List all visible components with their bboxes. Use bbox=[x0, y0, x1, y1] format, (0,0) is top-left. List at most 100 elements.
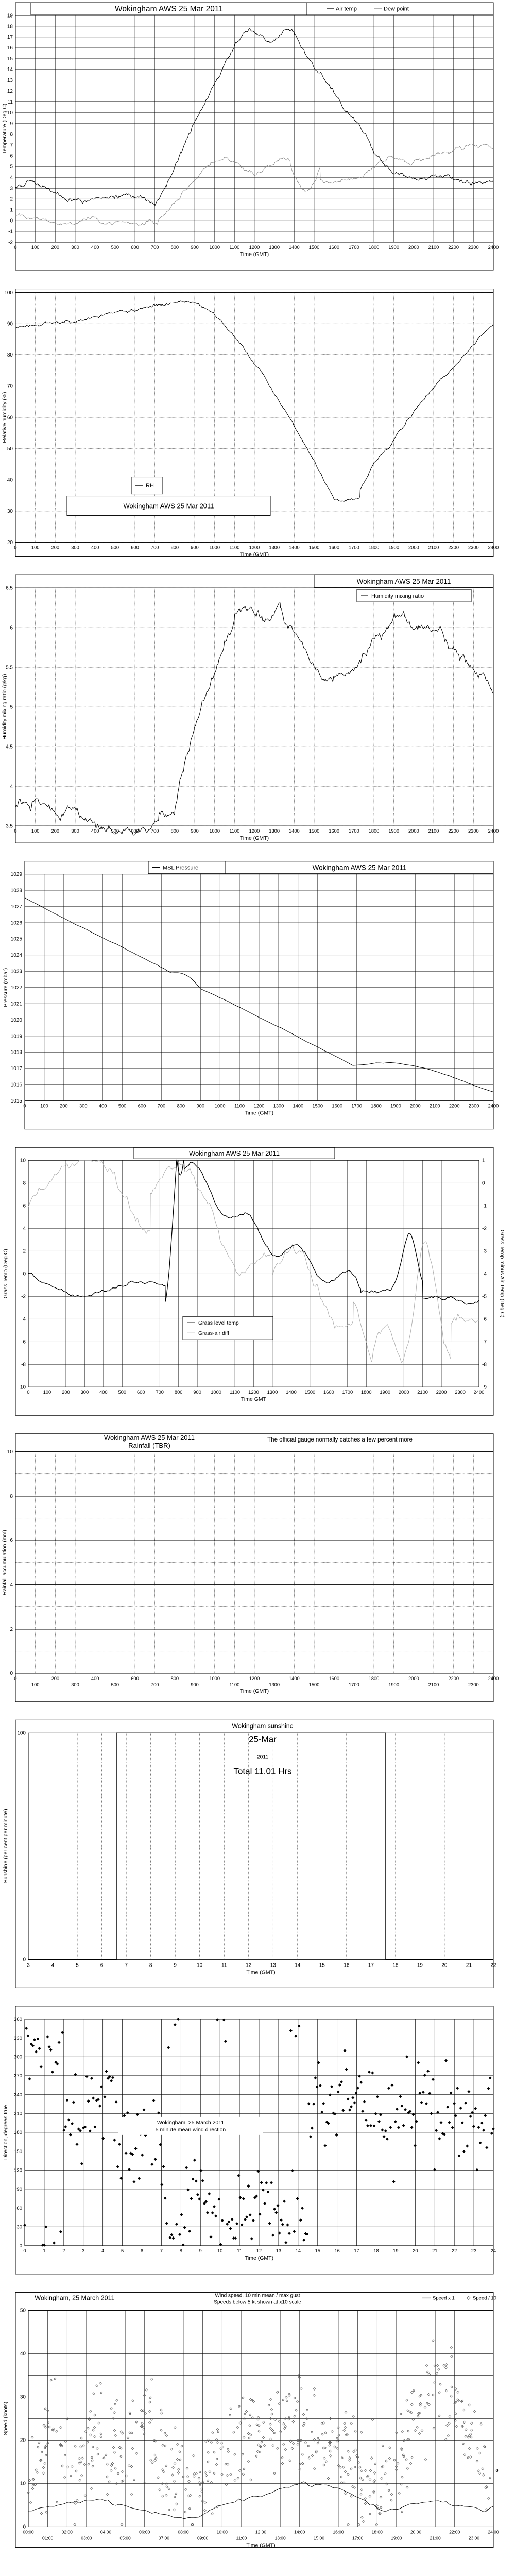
svg-text:1600: 1600 bbox=[329, 545, 339, 550]
svg-text:2: 2 bbox=[23, 1249, 26, 1255]
svg-text:8: 8 bbox=[149, 1962, 152, 1968]
svg-text:180: 180 bbox=[14, 2130, 22, 2136]
svg-text:1400: 1400 bbox=[289, 1676, 300, 1681]
svg-text:400: 400 bbox=[99, 1389, 108, 1395]
svg-text:40: 40 bbox=[20, 2351, 26, 2357]
svg-text:1300: 1300 bbox=[273, 1104, 284, 1109]
svg-text:The official gauge normally ca: The official gauge normally catches a fe… bbox=[267, 1437, 413, 1443]
svg-text:Wind speed, 10 min mean / max: Wind speed, 10 min mean / max gust bbox=[215, 2293, 300, 2298]
svg-text:18: 18 bbox=[392, 1962, 399, 1968]
svg-text:1500: 1500 bbox=[309, 245, 320, 250]
svg-text:21: 21 bbox=[432, 2248, 437, 2253]
svg-text:300: 300 bbox=[79, 1104, 88, 1109]
svg-text:05:00: 05:00 bbox=[119, 2535, 131, 2540]
svg-text:700: 700 bbox=[151, 545, 159, 550]
svg-text:2300: 2300 bbox=[469, 1104, 479, 1109]
svg-text:0: 0 bbox=[10, 218, 13, 224]
svg-text:100: 100 bbox=[17, 1731, 26, 1736]
svg-text:0: 0 bbox=[495, 2468, 498, 2473]
svg-text:1400: 1400 bbox=[293, 1104, 303, 1109]
svg-text:900: 900 bbox=[191, 828, 199, 834]
svg-text:6: 6 bbox=[10, 625, 13, 631]
svg-text:10: 10 bbox=[217, 2248, 222, 2253]
svg-text:60: 60 bbox=[16, 2206, 22, 2211]
svg-text:00:00: 00:00 bbox=[23, 2529, 34, 2534]
svg-text:8: 8 bbox=[23, 1181, 26, 1187]
svg-text:60: 60 bbox=[7, 415, 13, 420]
svg-text:3.5: 3.5 bbox=[6, 823, 13, 829]
svg-text:Wokingham AWS 25 Mar 2011: Wokingham AWS 25 Mar 2011 bbox=[115, 5, 223, 13]
svg-text:0: 0 bbox=[23, 1104, 26, 1109]
svg-text:24: 24 bbox=[491, 2248, 496, 2253]
svg-text:12: 12 bbox=[256, 2248, 262, 2253]
svg-text:22: 22 bbox=[490, 1962, 496, 1968]
svg-text:400: 400 bbox=[99, 1104, 107, 1109]
svg-text:Air temp: Air temp bbox=[336, 6, 357, 12]
svg-text:1019: 1019 bbox=[11, 1033, 23, 1039]
svg-text:0: 0 bbox=[14, 828, 16, 834]
svg-text:400: 400 bbox=[91, 828, 99, 834]
svg-text:900: 900 bbox=[191, 545, 199, 550]
svg-text:Grass level temp: Grass level temp bbox=[198, 1320, 239, 1326]
svg-text:1200: 1200 bbox=[249, 828, 260, 834]
svg-text:1900: 1900 bbox=[388, 245, 399, 250]
svg-text:Humidity mixing ratio: Humidity mixing ratio bbox=[371, 593, 424, 599]
svg-text:10:00: 10:00 bbox=[217, 2529, 228, 2534]
svg-text:120: 120 bbox=[14, 2168, 22, 2174]
svg-text:-8: -8 bbox=[482, 1362, 487, 1368]
svg-text:16:00: 16:00 bbox=[333, 2529, 344, 2534]
svg-text:17: 17 bbox=[368, 1962, 374, 1968]
svg-text:22:00: 22:00 bbox=[449, 2529, 460, 2534]
svg-text:1600: 1600 bbox=[329, 245, 339, 250]
svg-text:1029: 1029 bbox=[11, 872, 23, 877]
svg-text:07:00: 07:00 bbox=[159, 2535, 170, 2540]
svg-text:2011: 2011 bbox=[257, 1754, 269, 1760]
svg-text:23:00: 23:00 bbox=[469, 2535, 480, 2540]
svg-text:8: 8 bbox=[10, 132, 13, 138]
svg-text:04:00: 04:00 bbox=[100, 2529, 112, 2534]
svg-text:09:00: 09:00 bbox=[197, 2535, 209, 2540]
svg-text:-2: -2 bbox=[482, 1226, 487, 1232]
svg-text:1200: 1200 bbox=[249, 1676, 260, 1681]
svg-text:700: 700 bbox=[151, 245, 159, 250]
svg-text:10: 10 bbox=[197, 1962, 203, 1968]
svg-text:1700: 1700 bbox=[351, 1104, 362, 1109]
svg-text:14: 14 bbox=[7, 67, 13, 73]
svg-text:Wokingham AWS 25 Mar 2011: Wokingham AWS 25 Mar 2011 bbox=[313, 864, 407, 872]
svg-text:600: 600 bbox=[138, 1104, 146, 1109]
svg-text:19: 19 bbox=[417, 1962, 423, 1968]
svg-text:Wokingham, 25 March 2011: Wokingham, 25 March 2011 bbox=[157, 2120, 225, 2126]
svg-text:1300: 1300 bbox=[269, 1682, 280, 1687]
svg-text:4: 4 bbox=[23, 1226, 26, 1232]
svg-text:Time (GMT): Time (GMT) bbox=[240, 1688, 269, 1694]
svg-text:Time (GMT): Time (GMT) bbox=[240, 251, 269, 258]
svg-text:6: 6 bbox=[100, 1962, 104, 1968]
svg-text:500: 500 bbox=[111, 545, 119, 550]
svg-text:1000: 1000 bbox=[215, 1104, 226, 1109]
svg-text:2200: 2200 bbox=[448, 1676, 459, 1681]
svg-text:Time GMT: Time GMT bbox=[241, 1396, 267, 1402]
svg-text:2100: 2100 bbox=[428, 245, 439, 250]
svg-text:Wokingham, 25 March 2011: Wokingham, 25 March 2011 bbox=[35, 2294, 114, 2301]
svg-text:10: 10 bbox=[20, 2481, 26, 2487]
svg-text:-4: -4 bbox=[482, 1272, 487, 1277]
svg-text:2100: 2100 bbox=[430, 1104, 440, 1109]
svg-text:16: 16 bbox=[7, 45, 13, 51]
svg-text:16: 16 bbox=[334, 2248, 339, 2253]
svg-text:90: 90 bbox=[7, 321, 13, 327]
svg-text:1500: 1500 bbox=[309, 545, 320, 550]
svg-text:1400: 1400 bbox=[289, 245, 300, 250]
svg-text:-1: -1 bbox=[8, 229, 13, 234]
svg-text:13: 13 bbox=[276, 2248, 281, 2253]
svg-text:900: 900 bbox=[191, 1682, 199, 1687]
svg-text:1700: 1700 bbox=[349, 828, 359, 834]
svg-text:20: 20 bbox=[413, 2248, 418, 2253]
svg-text:RH: RH bbox=[146, 483, 154, 489]
svg-text:Sunshine (per cent per minute): Sunshine (per cent per minute) bbox=[3, 1809, 9, 1883]
svg-text:20: 20 bbox=[441, 1962, 448, 1968]
svg-text:1021: 1021 bbox=[11, 1001, 23, 1007]
svg-text:1300: 1300 bbox=[269, 545, 280, 550]
svg-text:300: 300 bbox=[71, 828, 79, 834]
svg-text:11: 11 bbox=[221, 1962, 227, 1968]
svg-text:6.5: 6.5 bbox=[6, 585, 13, 591]
